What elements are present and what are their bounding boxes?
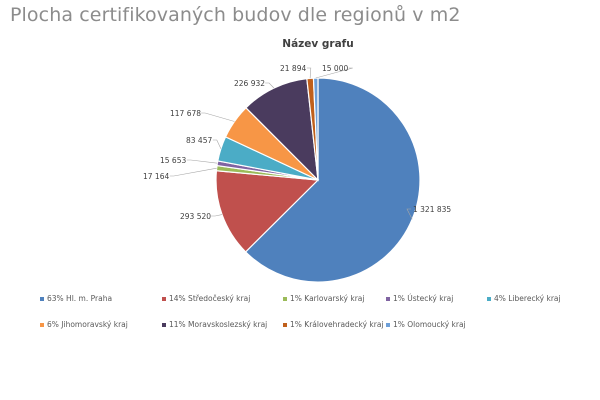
data-label: 83 457 (186, 136, 212, 145)
data-labels: 1 321 835 293 520 17 164 15 653 83 457 117 67… (143, 64, 451, 221)
page-title: Plocha certifikovaných budov dle regionů… (10, 4, 461, 26)
legend-label: 1% Ústecký kraj (393, 294, 454, 303)
legend-label: 63% Hl. m. Praha (47, 294, 113, 303)
data-label: 226 932 (234, 79, 265, 88)
legend-item: 1% Královehradecký kraj (283, 320, 384, 329)
data-label: 117 678 (170, 109, 201, 118)
legend-swatch (162, 322, 166, 327)
legend-item: 1% Karlovarský kraj (283, 294, 364, 303)
legend-swatch (40, 322, 44, 327)
leader-line (265, 82, 275, 89)
legend-swatch (487, 296, 491, 301)
leader-line (201, 112, 235, 122)
data-label: 21 894 (280, 64, 306, 73)
leader-line (306, 67, 312, 79)
leader-line (315, 67, 353, 79)
legend-swatch (283, 322, 287, 327)
legend-swatch (162, 296, 166, 301)
data-label: 293 520 (180, 212, 211, 221)
legend-label: 6% Jihomoravský kraj (47, 320, 128, 329)
leader-lines (169, 67, 413, 220)
pie-slices (215, 77, 421, 283)
legend-label: 11% Moravskoslezský kraj (169, 320, 268, 329)
data-label: 15 000 (322, 64, 348, 73)
legend-label: 1% Královehradecký kraj (290, 320, 384, 329)
leader-line (406, 208, 413, 220)
data-label: 17 164 (143, 172, 169, 181)
pie-slice (215, 170, 320, 253)
legend-swatch (283, 296, 287, 301)
legend-label: 1% Olomoucký kraj (393, 320, 466, 329)
leader-line (212, 139, 222, 149)
leader-line (169, 167, 217, 177)
pie-slice (245, 77, 319, 182)
legend-item: 11% Moravskoslezský kraj (162, 320, 267, 329)
data-label: 1 321 835 (413, 205, 451, 214)
legend-item: 1% Olomoucký kraj (386, 320, 466, 329)
legend-item: 4% Liberecký kraj (487, 294, 561, 303)
legend-item: 63% Hl. m. Praha (40, 294, 112, 303)
leader-line (211, 214, 223, 217)
leader-line (186, 159, 218, 164)
legend-swatch (386, 322, 390, 327)
legend-label: 14% Středočeský kraj (169, 294, 251, 303)
legend-item: 6% Jihomoravský kraj (40, 320, 128, 329)
legend-swatch (40, 296, 44, 301)
chart-title: Název grafu (282, 38, 354, 50)
legend-swatch (386, 296, 390, 301)
legend-item: 14% Středočeský kraj (162, 294, 250, 303)
legend-item: 1% Ústecký kraj (386, 294, 453, 303)
data-label: 15 653 (160, 156, 186, 165)
legend-label: 1% Karlovarský kraj (290, 294, 365, 303)
legend-label: 4% Liberecký kraj (494, 294, 561, 303)
